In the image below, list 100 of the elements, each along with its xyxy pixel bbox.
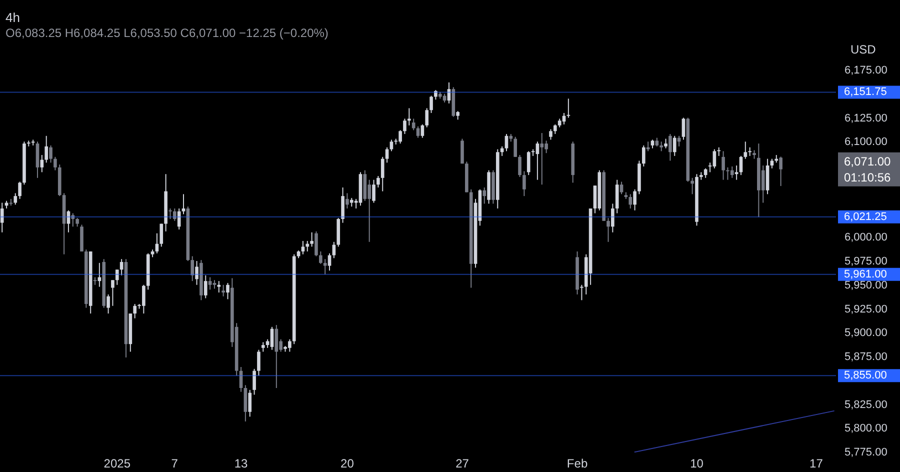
y-tick-label: 6,000.00 xyxy=(844,232,888,244)
candlestick xyxy=(106,294,110,314)
candlestick xyxy=(93,276,97,286)
candlestick xyxy=(160,223,164,248)
chart-title: 4h xyxy=(6,10,20,25)
candlestick xyxy=(403,118,406,134)
candlestick xyxy=(518,154,522,178)
candlestick xyxy=(606,218,610,242)
candlestick xyxy=(434,90,438,100)
candlestick xyxy=(49,144,52,164)
candlestick xyxy=(248,389,252,418)
ref-line-label: 6,151.75 xyxy=(844,86,887,98)
candlestick xyxy=(642,144,646,167)
candlestick xyxy=(722,150,725,180)
y-tick-label: 6,125.00 xyxy=(844,112,888,124)
candlestick xyxy=(261,342,265,352)
x-tick-label: 7 xyxy=(171,456,178,470)
candlestick xyxy=(779,156,782,187)
candlestick xyxy=(36,141,40,178)
candlestick xyxy=(425,108,429,128)
candlestick xyxy=(314,230,318,257)
candlestick xyxy=(770,158,774,169)
y-tick-label: 5,775.00 xyxy=(844,446,888,458)
candlestick xyxy=(301,240,305,255)
candlestick xyxy=(712,148,716,169)
candlestick xyxy=(71,212,75,228)
y-tick-label: 5,875.00 xyxy=(844,351,888,363)
candlestick xyxy=(226,282,230,300)
candlestick xyxy=(744,141,748,160)
candlestick xyxy=(115,269,119,286)
candlestick xyxy=(420,124,424,138)
candlestick xyxy=(734,165,738,180)
ref-line-label: 5,855.00 xyxy=(844,370,887,382)
candlestick xyxy=(615,179,619,214)
candlestick xyxy=(341,186,344,224)
candlestick xyxy=(522,170,526,197)
candlestick xyxy=(380,156,384,192)
candlestick xyxy=(18,181,22,200)
candlestick xyxy=(111,280,114,306)
x-tick-label: 20 xyxy=(340,456,354,470)
candlestick xyxy=(646,141,650,152)
y-tick-label: 5,975.00 xyxy=(844,256,888,268)
ref-line-label: 6,021.25 xyxy=(844,210,887,223)
candlestick xyxy=(376,176,380,188)
candlestick xyxy=(54,156,57,171)
candlestick xyxy=(385,146,389,164)
text: 6,071.00 xyxy=(844,154,892,168)
candlestick xyxy=(323,258,327,275)
candlestick xyxy=(98,262,102,288)
candlestick xyxy=(482,186,486,204)
candlestick xyxy=(133,303,136,319)
candlestick xyxy=(390,139,394,152)
x-tick-label: 10 xyxy=(690,456,704,470)
candlestick xyxy=(549,128,552,140)
candlestick xyxy=(668,133,672,162)
candlestick xyxy=(566,98,570,118)
candlestick xyxy=(660,141,664,152)
y-tick-label: 5,800.00 xyxy=(844,422,888,435)
candlestick xyxy=(430,95,433,114)
candlestick xyxy=(252,368,256,396)
x-tick-label: 2025 xyxy=(104,456,131,470)
chart-subtitle: O6,083.25 H6,084.25 L6,053.50 C6,071.00 −12.25 (−0.20%) xyxy=(6,26,328,40)
candlestick xyxy=(633,188,636,211)
candlestick xyxy=(664,138,668,149)
candlestick xyxy=(195,260,198,286)
candlestick xyxy=(172,208,176,222)
candlestick xyxy=(310,232,314,248)
candlestick xyxy=(526,150,530,176)
candlestick xyxy=(190,256,194,282)
candlestick xyxy=(306,240,310,252)
candlestick xyxy=(14,192,18,206)
candlestick xyxy=(412,118,416,131)
candlestick xyxy=(536,141,540,180)
y-tick-label: 5,825.00 xyxy=(844,398,888,411)
candlestick xyxy=(204,274,208,299)
y-tick-label: 6,175.00 xyxy=(844,64,888,76)
candlestick xyxy=(682,117,686,140)
candlestick xyxy=(372,179,376,204)
candlestick xyxy=(0,202,4,233)
candlestick xyxy=(222,284,225,297)
y-tick-label: 5,900.00 xyxy=(844,327,888,340)
candlestick xyxy=(328,252,332,272)
candlestick xyxy=(319,250,322,264)
candlestick xyxy=(407,108,411,126)
candlestick xyxy=(332,241,336,259)
candlestick xyxy=(346,192,349,209)
candlestick xyxy=(257,349,260,376)
x-tick-label: 27 xyxy=(456,456,470,470)
candlestick xyxy=(554,124,557,134)
candlestick xyxy=(182,194,186,215)
x-tick-label: Feb xyxy=(566,456,588,470)
candlestick xyxy=(504,133,508,152)
candlestick xyxy=(514,136,517,158)
x-tick-label: 17 xyxy=(810,456,824,470)
y-tick-label: 5,950.00 xyxy=(844,279,888,292)
candlestick xyxy=(270,326,274,350)
candlestick xyxy=(730,166,734,178)
candlestick xyxy=(460,138,464,164)
x-tick-label: 13 xyxy=(234,456,248,470)
candlestick xyxy=(217,280,221,294)
